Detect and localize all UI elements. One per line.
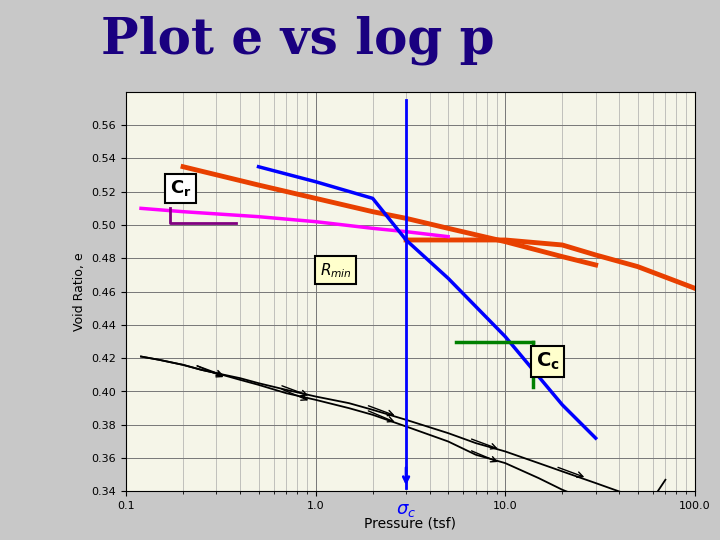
Text: $\sigma_c$: $\sigma_c$ (396, 501, 416, 519)
Text: $R_{min}$: $R_{min}$ (320, 261, 351, 280)
Text: $\mathbf{C_r}$: $\mathbf{C_r}$ (170, 178, 192, 198)
Text: $\mathbf{C_c}$: $\mathbf{C_c}$ (536, 350, 559, 372)
Y-axis label: Void Ratio, e: Void Ratio, e (73, 252, 86, 331)
Text: Plot e vs log p: Plot e vs log p (101, 15, 495, 65)
X-axis label: Pressure (tsf): Pressure (tsf) (364, 517, 456, 531)
